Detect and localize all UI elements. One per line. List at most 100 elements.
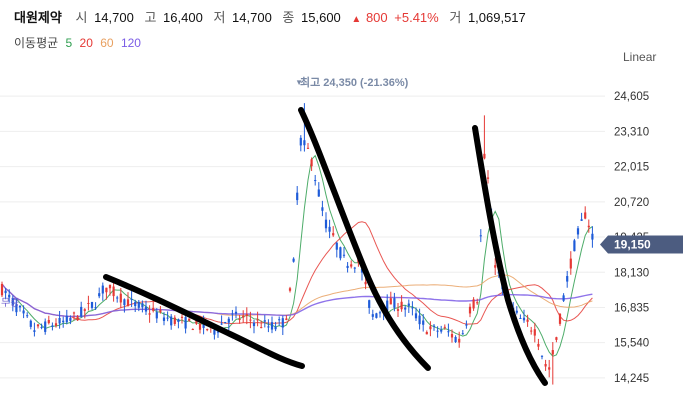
- candle-body: [458, 338, 461, 343]
- candle-body: [281, 318, 284, 328]
- candle-body: [231, 313, 234, 315]
- candle-body: [494, 265, 497, 268]
- grid-lines: [0, 95, 605, 379]
- candle-body: [540, 355, 544, 357]
- candle-body: [51, 325, 54, 327]
- hand-drawn-trend-strokes: [103, 107, 548, 386]
- candle-body: [447, 331, 450, 333]
- candle-body: [195, 319, 198, 324]
- candle-body: [123, 299, 126, 306]
- close-value: 15,600: [301, 10, 341, 25]
- candle-body: [389, 298, 392, 305]
- volume-label: 거: [449, 10, 462, 25]
- change-percent: +5.41%: [394, 10, 439, 25]
- candle-body: [368, 300, 371, 308]
- ma-line-120: [1, 283, 593, 318]
- candle-body: [126, 299, 130, 307]
- candle-body: [11, 298, 14, 306]
- peak-marker-icon: ▼: [295, 78, 303, 87]
- candle-body: [112, 286, 115, 297]
- candle-body: [429, 326, 432, 330]
- candle-body: [530, 330, 533, 332]
- candle-body: [407, 303, 410, 306]
- candle-body: [4, 290, 7, 294]
- event-label: 무증: [1, 297, 19, 309]
- candle-body: [558, 313, 562, 324]
- candle-body: [87, 302, 90, 304]
- candle-body: [227, 318, 230, 323]
- y-tick-label: 20,720: [614, 197, 649, 209]
- candle-body: [548, 367, 551, 370]
- candle-body: [90, 301, 94, 308]
- y-tick-label: 14,245: [614, 373, 649, 385]
- candle-body: [418, 315, 421, 325]
- candle-body: [566, 276, 569, 282]
- candle-body: [317, 189, 320, 197]
- y-tick-label: 24,605: [614, 91, 649, 103]
- candle-body: [0, 283, 4, 296]
- candle-body: [299, 137, 302, 146]
- open-label: 시: [75, 10, 88, 25]
- candle-body: [170, 316, 173, 326]
- candle-body: [148, 313, 151, 315]
- candle-body: [72, 312, 76, 314]
- candle-body: [371, 314, 374, 317]
- candle-body: [537, 343, 540, 347]
- candle-body: [260, 327, 263, 329]
- candle-body: [551, 350, 554, 355]
- ma-legend-item-60[interactable]: 60: [100, 36, 114, 50]
- candle-body: [58, 318, 61, 324]
- candle-body: [180, 316, 184, 318]
- candle-body: [256, 319, 259, 321]
- candle-body: [404, 307, 407, 310]
- candle-body: [36, 324, 40, 327]
- candle-body: [443, 326, 446, 328]
- candle-body: [342, 254, 346, 256]
- candle-body: [8, 294, 11, 298]
- candle-body: [101, 285, 104, 294]
- low-label: 저: [213, 10, 226, 25]
- candle-body: [533, 329, 536, 336]
- stock-header: 대원제약 시 14,700 고 16,400 저 14,700 종 15,600…: [14, 7, 533, 26]
- candle-body: [519, 317, 522, 319]
- candle-body: [486, 177, 490, 179]
- scale-toggle[interactable]: Linear: [623, 50, 657, 64]
- candle-body: [432, 325, 436, 327]
- candle-body: [303, 140, 306, 146]
- candle-body: [321, 207, 324, 211]
- candle-body: [44, 321, 47, 332]
- ma-legend-label: 이동평균: [14, 36, 59, 50]
- candle-body: [144, 306, 148, 312]
- candle-body: [580, 219, 583, 221]
- candle-body: [159, 309, 162, 313]
- y-tick-label: 23,310: [614, 126, 649, 138]
- candle-body: [350, 264, 353, 267]
- candle-body: [591, 233, 594, 240]
- candle-body: [483, 153, 486, 159]
- candle-body: [216, 331, 220, 333]
- candle-body: [177, 319, 180, 322]
- candle-body: [339, 247, 342, 259]
- stock-name: 대원제약: [14, 10, 62, 25]
- candle-body: [285, 318, 288, 321]
- ma-line-20: [1, 221, 593, 325]
- candle-body: [270, 322, 274, 330]
- candle-body: [422, 320, 425, 325]
- ma-legend-item-20[interactable]: 20: [79, 36, 93, 50]
- candle-body: [364, 281, 367, 285]
- candle-body: [141, 303, 144, 308]
- candle-body: [468, 306, 472, 314]
- candle-body: [386, 300, 389, 311]
- candle-body: [198, 323, 202, 330]
- ma-legend-item-5[interactable]: 5: [65, 36, 73, 50]
- candle-body: [224, 321, 227, 324]
- candle-body: [526, 319, 529, 322]
- ma-legend[interactable]: 이동평균 5 20 60 120: [14, 34, 145, 51]
- current-price-tag: 19,150: [600, 235, 683, 254]
- ma-legend-item-120[interactable]: 120: [120, 36, 141, 50]
- candle-body: [454, 336, 457, 343]
- close-label: 종: [282, 10, 295, 25]
- candle-body: [191, 329, 194, 331]
- candle-body: [576, 228, 580, 235]
